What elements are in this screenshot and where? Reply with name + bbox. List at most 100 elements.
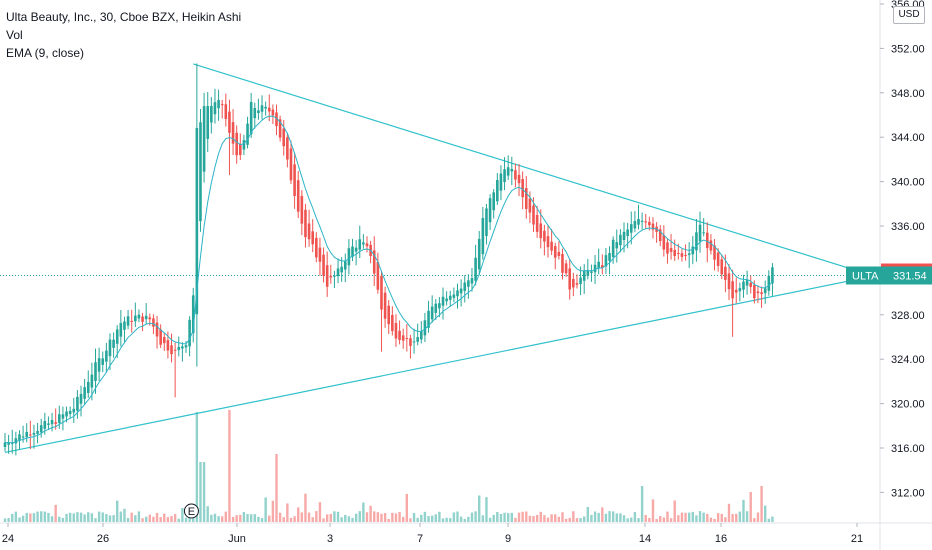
volume-bar	[680, 512, 684, 522]
candle-body	[36, 430, 39, 434]
candle-body	[767, 275, 771, 291]
candle-body	[470, 278, 474, 284]
candle-body	[640, 220, 644, 222]
candle-body	[608, 253, 611, 261]
volume-bar	[184, 517, 188, 522]
candle-body	[709, 240, 713, 251]
volume-bar	[224, 511, 228, 522]
candle-body	[705, 232, 709, 249]
volume-bar	[579, 518, 582, 522]
candle-body	[648, 221, 651, 226]
earnings-marker[interactable]: E	[183, 503, 199, 519]
volume-bar	[644, 515, 647, 522]
candle-body	[481, 217, 485, 255]
candle-body	[322, 254, 325, 276]
candle-body	[376, 262, 380, 290]
currency-button[interactable]: USD	[893, 6, 925, 24]
volume-bar	[626, 518, 629, 522]
volume-bar	[141, 518, 144, 522]
price-tick-label: 344.00	[891, 132, 925, 144]
candle-body	[430, 306, 434, 320]
lower-trendline	[4, 275, 874, 454]
volume-bar	[50, 516, 54, 522]
candle-body	[231, 122, 235, 144]
candle-body	[506, 167, 510, 176]
volume-bar	[586, 506, 590, 522]
candle-body	[162, 337, 166, 344]
volume-bar	[94, 518, 97, 522]
legend-symbol[interactable]: Ulta Beauty, Inc., 30, Cboe BZX, Heikin …	[6, 10, 242, 24]
candle-body	[39, 425, 43, 433]
candle-body	[532, 205, 535, 225]
candle-body	[300, 195, 304, 224]
volume-bar	[445, 517, 448, 522]
volume-bar	[687, 512, 691, 522]
volume-bar	[213, 513, 217, 522]
candle-body	[459, 288, 463, 294]
candle-body	[597, 261, 600, 269]
volume-bar	[510, 512, 513, 522]
volume-bar	[405, 493, 409, 522]
candle-body	[441, 296, 445, 306]
candle-body	[467, 280, 470, 287]
candle-body	[177, 346, 181, 351]
earnings-badge	[183, 503, 199, 519]
candle-body	[195, 128, 199, 315]
legend-volume[interactable]: Vol	[6, 28, 23, 42]
volume-bar	[206, 506, 209, 522]
candle-body	[126, 316, 130, 326]
candle-body	[760, 292, 763, 295]
candle-body	[123, 321, 126, 330]
volume-bar	[655, 518, 658, 522]
volume-bar	[452, 512, 456, 522]
candle-body	[289, 148, 293, 181]
volume-bar	[79, 512, 83, 522]
volume-bar	[543, 515, 546, 522]
volume-bar	[54, 504, 57, 522]
candle-body	[94, 362, 97, 382]
volume-bar	[630, 517, 633, 522]
price-tick-label: 320.00	[891, 399, 925, 411]
candle-body	[626, 229, 629, 236]
volume-bar	[735, 513, 738, 522]
volume-bar	[416, 517, 419, 522]
volume-bar	[669, 518, 673, 522]
candle-body	[134, 315, 137, 322]
candle-body	[485, 208, 488, 237]
candle-body	[387, 305, 391, 325]
legend-ema[interactable]: EMA (9, close)	[6, 46, 85, 60]
candle-body	[159, 329, 162, 345]
volume-bar	[68, 512, 72, 522]
candle-body	[58, 414, 61, 423]
candle-body	[228, 111, 231, 133]
volume-bar	[539, 511, 542, 522]
volume-bar	[394, 513, 398, 522]
volume-bar	[354, 513, 358, 522]
volume-bar	[101, 512, 104, 522]
candle-body	[499, 173, 503, 191]
volume-bar	[590, 514, 593, 522]
volume-bar	[478, 495, 481, 522]
volume-bar	[239, 514, 242, 522]
volume-bar	[25, 512, 28, 522]
candle-body	[72, 408, 76, 413]
candle-body	[224, 104, 228, 119]
volume-bar	[202, 462, 206, 522]
candle-body	[666, 242, 669, 254]
volume-bar	[525, 511, 528, 522]
volume-bar	[724, 517, 727, 522]
volume-bar	[268, 515, 271, 522]
candle-body	[474, 257, 477, 281]
candle-body	[738, 288, 742, 292]
volume-bar	[271, 500, 275, 522]
candle-body	[347, 248, 351, 266]
candle-body	[311, 231, 314, 245]
volume-bar	[351, 517, 354, 522]
volume-bar	[260, 518, 264, 522]
time-tick-label: 26	[97, 533, 109, 545]
volume-bar	[521, 511, 524, 522]
volume-bar	[76, 512, 79, 522]
volume-bar	[47, 512, 50, 522]
volume-bar	[383, 512, 387, 522]
